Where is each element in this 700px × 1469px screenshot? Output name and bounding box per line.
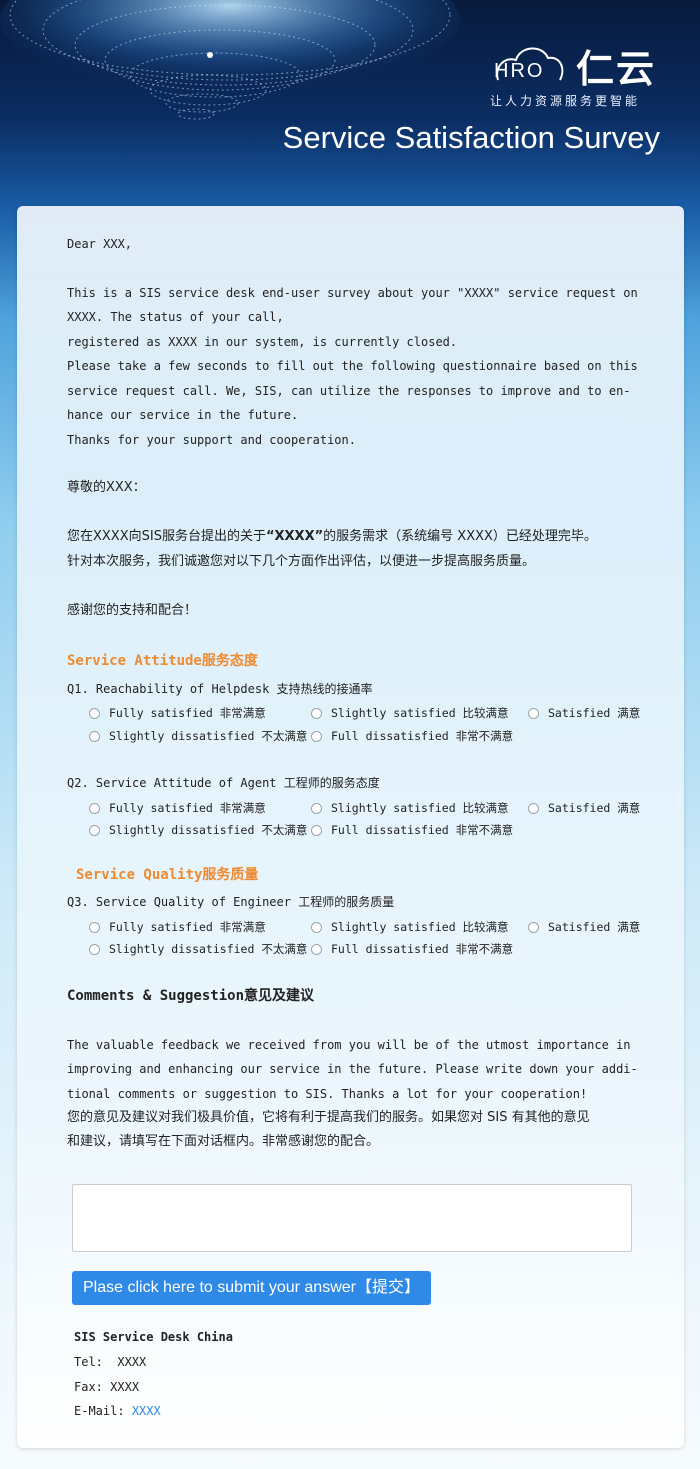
option-label: Fully satisfied 非常满意 xyxy=(109,706,266,720)
intro-en-line: hance our service in the future. xyxy=(67,408,299,422)
q3-option-full-dissatisfied[interactable]: Full dissatisfied 非常不满意 xyxy=(311,941,513,957)
email-label: E-Mail: xyxy=(74,1404,125,1418)
page-title: Service Satisfaction Survey xyxy=(282,120,660,155)
radio-button[interactable] xyxy=(311,707,322,719)
q1-option-slightly-satisfied[interactable]: Slightly satisfied 比较满意 xyxy=(311,705,509,721)
comments-title: Comments & Suggestion意见及建议 xyxy=(67,988,315,1004)
radio-button[interactable] xyxy=(89,921,100,933)
intro-en-line: service request call. We, SIS, can utili… xyxy=(67,384,631,398)
option-label: Slightly dissatisfied 不太满意 xyxy=(109,729,308,743)
intro-en-line: registered as XXXX in our system, is cur… xyxy=(67,335,458,349)
radio-button[interactable] xyxy=(311,802,322,814)
q1-option-slightly-dissatisfied[interactable]: Slightly dissatisfied 不太满意 xyxy=(89,728,307,744)
email-link[interactable]: XXXX xyxy=(131,1404,161,1418)
submit-button[interactable]: Plase click here to submit your answer【提… xyxy=(72,1271,431,1305)
footer-fax: Fax: XXXX xyxy=(74,1380,139,1394)
option-label: Satisfied 满意 xyxy=(548,706,641,720)
q2-option-slightly-dissatisfied[interactable]: Slightly dissatisfied 不太满意 xyxy=(89,822,307,838)
q2-option-slightly-satisfied[interactable]: Slightly satisfied 比较满意 xyxy=(311,800,509,816)
q2-option-full-dissatisfied[interactable]: Full dissatisfied 非常不满意 xyxy=(311,822,513,838)
option-label: Full dissatisfied 非常不满意 xyxy=(331,942,514,956)
logo-tagline: 让人力资源服务更智能 xyxy=(490,94,641,108)
radio-button[interactable] xyxy=(311,824,322,836)
radio-button[interactable] xyxy=(528,707,539,719)
radio-button[interactable] xyxy=(528,921,539,933)
radio-button[interactable] xyxy=(89,730,100,742)
option-label: Slightly satisfied 比较满意 xyxy=(331,801,509,815)
tel-label: Tel: xyxy=(74,1355,103,1369)
survey-card: Dear XXX, This is a SIS service desk end… xyxy=(17,206,684,1448)
intro-cn-line: 针对本次服务，我们诚邀您对以下几个方面作出评估，以便进一步提高服务质量。 xyxy=(67,554,536,569)
option-label: Fully satisfied 非常满意 xyxy=(109,801,266,815)
section-title-attitude: Service Attitude服务态度 xyxy=(67,653,258,669)
section-title-quality: Service Quality服务质量 xyxy=(76,867,259,883)
footer-email: E-Mail: XXXX xyxy=(74,1404,161,1418)
radio-button[interactable] xyxy=(89,802,100,814)
radio-button[interactable] xyxy=(311,943,322,955)
option-label: Slightly satisfied 比较满意 xyxy=(331,920,509,934)
option-label: Satisfied 满意 xyxy=(548,920,641,934)
footer-tel: Tel: XXXX xyxy=(74,1355,146,1369)
option-label: Slightly dissatisfied 不太满意 xyxy=(109,942,308,956)
question-q1: Q1. Reachability of Helpdesk 支持热线的接通率 xyxy=(67,682,373,696)
option-label: Satisfied 满意 xyxy=(548,801,641,815)
radio-button[interactable] xyxy=(311,921,322,933)
option-label: Fully satisfied 非常满意 xyxy=(109,920,266,934)
footer-org: SIS Service Desk China xyxy=(74,1330,233,1344)
tel-value: XXXX xyxy=(117,1355,147,1369)
intro-cn-line: 您在XXXX向SIS服务台提出的关于“XXXX”的服务需求（系统编号 XXXX）… xyxy=(67,525,597,550)
comments-en-line: tional comments or suggestion to SIS. Th… xyxy=(67,1087,588,1101)
intro-cn-text: 的服务需求（系统编号 XXXX）已经处理完毕。 xyxy=(323,529,597,544)
greeting-en: Dear XXX, xyxy=(67,237,133,251)
q3-option-slightly-satisfied[interactable]: Slightly satisfied 比较满意 xyxy=(311,919,509,935)
option-label: Full dissatisfied 非常不满意 xyxy=(331,823,514,837)
intro-cn-text: 您在XXXX向SIS服务台提出的关于 xyxy=(67,529,266,544)
intro-en-line: Please take a few seconds to fill out th… xyxy=(67,359,638,373)
option-label: Full dissatisfied 非常不满意 xyxy=(331,729,514,743)
option-label: Slightly dissatisfied 不太满意 xyxy=(109,823,308,837)
comments-cn-line: 和建议，请填写在下面对话框内。非常感谢您的配合。 xyxy=(67,1134,380,1149)
fax-label: Fax: xyxy=(74,1380,103,1394)
q1-option-full-dissatisfied[interactable]: Full dissatisfied 非常不满意 xyxy=(311,728,513,744)
q3-option-satisfied[interactable]: Satisfied 满意 xyxy=(528,919,640,935)
intro-en-line: XXXX. The status of your call, xyxy=(67,310,284,324)
radio-button[interactable] xyxy=(311,730,322,742)
question-q2: Q2. Service Attitude of Agent 工程师的服务态度 xyxy=(67,776,380,790)
cloud-logo-icon xyxy=(496,47,564,81)
comments-en-line: improving and enhancing our service in t… xyxy=(67,1062,638,1076)
header-banner: HRO 仁云 让人力资源服务更智能 Service Satisfaction S… xyxy=(0,0,700,210)
q1-option-satisfied[interactable]: Satisfied 满意 xyxy=(528,705,640,721)
data-swirl-graphic xyxy=(0,0,460,120)
radio-button[interactable] xyxy=(89,943,100,955)
q2-option-satisfied[interactable]: Satisfied 满意 xyxy=(528,800,640,816)
request-name: “XXXX” xyxy=(265,529,324,544)
radio-button[interactable] xyxy=(528,802,539,814)
intro-en-line: This is a SIS service desk end-user surv… xyxy=(67,286,638,300)
greeting-cn: 尊敬的XXX： xyxy=(67,480,146,495)
fax-value: XXXX xyxy=(110,1380,140,1394)
logo-hro-text: HRO xyxy=(494,60,545,82)
intro-en-line: Thanks for your support and cooperation. xyxy=(67,433,356,447)
radio-button[interactable] xyxy=(89,824,100,836)
radio-button[interactable] xyxy=(89,707,100,719)
hro-logo: HRO 仁云 让人力资源服务更智能 xyxy=(490,38,670,113)
question-q3: Q3. Service Quality of Engineer 工程师的服务质量 xyxy=(67,895,395,909)
thanks-cn: 感谢您的支持和配合！ xyxy=(67,603,198,618)
comments-textarea[interactable] xyxy=(72,1184,632,1252)
q2-option-fully-satisfied[interactable]: Fully satisfied 非常满意 xyxy=(89,800,266,816)
option-label: Slightly satisfied 比较满意 xyxy=(331,706,509,720)
comments-cn-line: 您的意见及建议对我们极具价值，它将有利于提高我们的服务。如果您对 SIS 有其他… xyxy=(67,1110,590,1125)
logo-brand-text: 仁云 xyxy=(576,47,657,91)
q1-option-fully-satisfied[interactable]: Fully satisfied 非常满意 xyxy=(89,705,266,721)
q3-option-slightly-dissatisfied[interactable]: Slightly dissatisfied 不太满意 xyxy=(89,941,307,957)
q3-option-fully-satisfied[interactable]: Fully satisfied 非常满意 xyxy=(89,919,266,935)
comments-en-line: The valuable feedback we received from y… xyxy=(67,1038,631,1052)
